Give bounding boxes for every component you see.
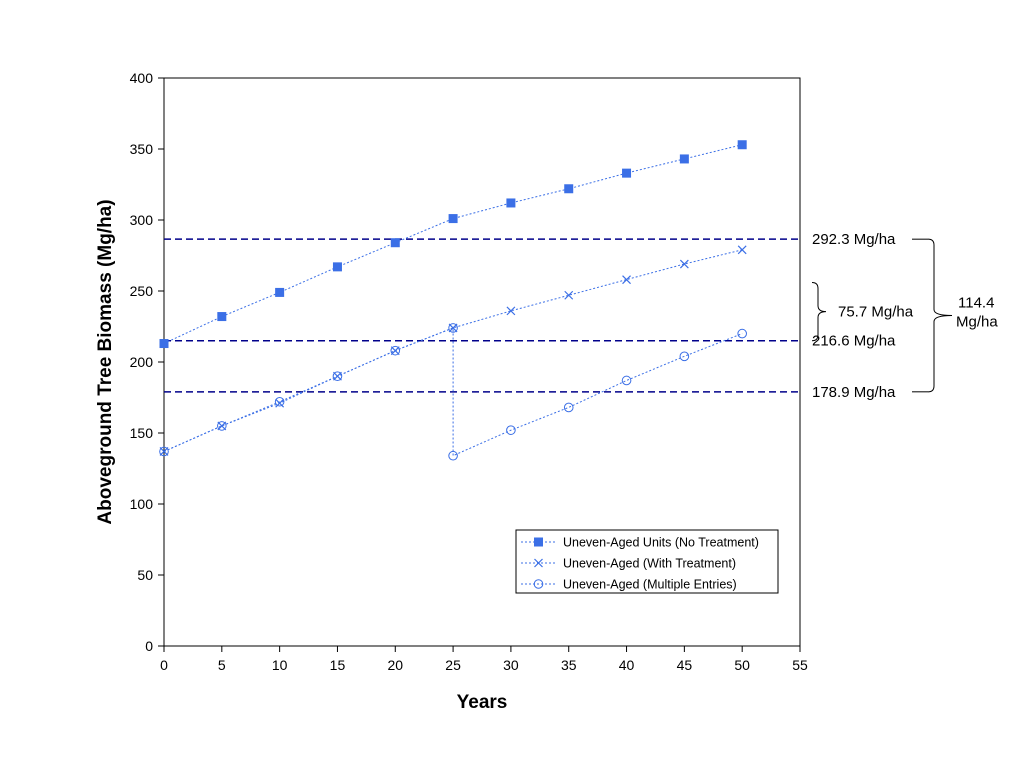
y-tick-label: 250 xyxy=(130,283,154,299)
reference-lines: 292.3 Mg/ha 216.6 Mg/ha 178.9 Mg/ha xyxy=(164,231,896,401)
data-point-square xyxy=(332,262,342,272)
reference-line-label: 178.9 Mg/ha xyxy=(812,384,896,401)
series-line-3 xyxy=(163,327,743,457)
x-marker-stroke xyxy=(217,421,227,431)
y-tick-label: 400 xyxy=(130,70,154,86)
data-point-circle xyxy=(679,351,690,362)
data-point-square xyxy=(448,214,458,224)
y-tick-label: 350 xyxy=(130,141,154,157)
data-point-square xyxy=(506,198,516,208)
x-tick-label: 0 xyxy=(160,657,168,673)
series-markers xyxy=(159,140,747,461)
data-point-square xyxy=(737,140,747,150)
x-marker-stroke xyxy=(390,346,400,356)
legend-label: Uneven-Aged (Multiple Entries) xyxy=(563,578,737,592)
series-lines xyxy=(163,144,743,457)
reference-line-label: 216.6 Mg/ha xyxy=(812,333,896,350)
y-tick-label: 300 xyxy=(130,212,154,228)
data-point-x xyxy=(506,306,516,316)
data-point-circle xyxy=(621,375,632,386)
x-marker-stroke xyxy=(506,306,516,316)
x-marker-stroke xyxy=(448,323,458,333)
x-marker-stroke xyxy=(534,558,543,568)
data-point-circle xyxy=(332,371,343,382)
data-point-square xyxy=(390,238,400,248)
data-point-circle xyxy=(390,345,401,356)
y-tick-label: 0 xyxy=(145,638,153,654)
data-point-circle xyxy=(274,396,285,407)
data-point-x xyxy=(534,558,543,568)
data-point-circle xyxy=(217,421,227,431)
data-point-x xyxy=(737,245,747,255)
data-point-x xyxy=(564,290,574,300)
x-tick-label: 45 xyxy=(677,657,693,673)
series-line-2 xyxy=(163,249,743,452)
data-point-square xyxy=(159,339,169,349)
legend-label: Uneven-Aged (With Treatment) xyxy=(563,557,736,571)
data-point-square xyxy=(564,184,574,194)
data-point-x xyxy=(679,259,689,269)
annotations: 75.7 Mg/ha 114.4 Mg/ha xyxy=(811,238,998,393)
data-point-square xyxy=(275,287,285,297)
data-point-x xyxy=(333,371,342,381)
x-marker-stroke xyxy=(564,290,574,300)
y-axis-title: Aboveground Tree Biomass (Mg/ha) xyxy=(95,199,116,524)
x-tick-label: 15 xyxy=(330,657,346,673)
x-tick-label: 40 xyxy=(619,657,635,673)
x-tick-label: 20 xyxy=(387,657,403,673)
brace-small-label: 75.7 Mg/ha xyxy=(838,304,914,321)
data-point-x xyxy=(622,275,631,285)
reference-line-label: 292.3 Mg/ha xyxy=(812,231,896,248)
data-point-x xyxy=(217,421,227,431)
y-tick-label: 50 xyxy=(137,567,153,583)
series-line-1 xyxy=(163,144,743,344)
brace-large xyxy=(927,238,953,393)
data-point-circle xyxy=(159,446,169,457)
data-point-x xyxy=(159,447,169,456)
x-marker-stroke xyxy=(737,245,747,255)
brace-small xyxy=(811,281,827,342)
brace-large-label-value: 114.4 xyxy=(958,294,994,311)
x-tick-label: 50 xyxy=(734,657,750,673)
x-tick-label: 55 xyxy=(792,657,808,673)
y-tick-label: 200 xyxy=(130,354,154,370)
data-point-circle xyxy=(448,450,458,461)
legend-label: Uneven-Aged Units (No Treatment) xyxy=(563,536,759,550)
data-point-circle xyxy=(737,328,747,339)
axis-ticks: 0 5 10 15 20 25 30 35 40 45 50 55 0 50 100 150 200 250 300… xyxy=(130,70,808,673)
x-tick-label: 25 xyxy=(445,657,461,673)
data-point-circle xyxy=(563,402,574,413)
x-marker-stroke xyxy=(679,259,689,269)
y-tick-label: 150 xyxy=(130,425,154,441)
x-marker-stroke xyxy=(622,275,631,285)
x-tick-label: 10 xyxy=(272,657,288,673)
x-tick-label: 30 xyxy=(503,657,519,673)
data-point-circle xyxy=(533,579,544,589)
data-point-circle xyxy=(506,425,516,435)
data-point-square xyxy=(622,168,632,178)
data-point-square xyxy=(534,537,543,547)
x-tick-label: 5 xyxy=(218,657,226,673)
legend: Uneven-Aged Units (No Treatment) Uneven-A… xyxy=(515,529,779,594)
y-tick-label: 100 xyxy=(130,496,154,512)
x-axis-title: Years xyxy=(457,692,508,713)
data-point-circle xyxy=(448,323,458,333)
x-marker-stroke xyxy=(159,447,169,456)
legend-entries: Uneven-Aged Units (No Treatment) Uneven-A… xyxy=(521,536,759,592)
legend-box xyxy=(515,529,779,594)
x-tick-label: 35 xyxy=(561,657,577,673)
x-marker-stroke xyxy=(333,371,342,381)
data-point-x xyxy=(448,323,458,333)
data-point-square xyxy=(679,154,689,164)
data-point-square xyxy=(217,312,227,322)
data-point-x xyxy=(275,398,285,408)
brace-large-label-unit: Mg/ha xyxy=(956,313,998,330)
data-point-x xyxy=(390,346,400,356)
x-marker-stroke xyxy=(275,398,285,408)
